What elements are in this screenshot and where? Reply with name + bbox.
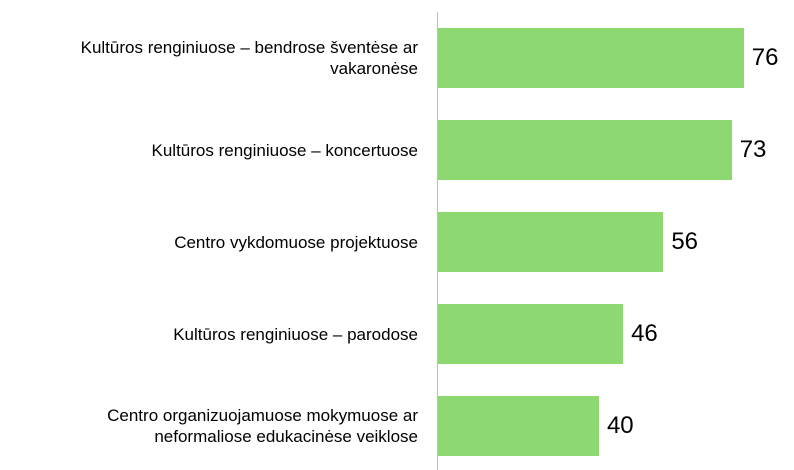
data-label: 46 xyxy=(631,320,658,347)
data-label: 56 xyxy=(671,228,699,255)
data-label: 73 xyxy=(739,136,767,163)
category-label: Centro organizuojamuose mokymuose ar nef… xyxy=(107,406,418,446)
bar xyxy=(438,212,664,272)
data-label: 76 xyxy=(751,44,779,71)
category-label: Kultūros renginiuose – bendrose šventėse… xyxy=(80,38,418,78)
category-label: Centro vykdomuose projektuose xyxy=(174,232,418,252)
bar xyxy=(438,120,732,180)
bar xyxy=(438,304,624,364)
data-label: 40 xyxy=(606,412,634,439)
bar xyxy=(438,396,599,456)
category-label: Kultūros renginiuose – koncertuose xyxy=(151,140,419,160)
category-label: Kultūros renginiuose – parodose xyxy=(173,324,418,344)
bar xyxy=(438,28,744,88)
axis-line xyxy=(437,12,438,470)
